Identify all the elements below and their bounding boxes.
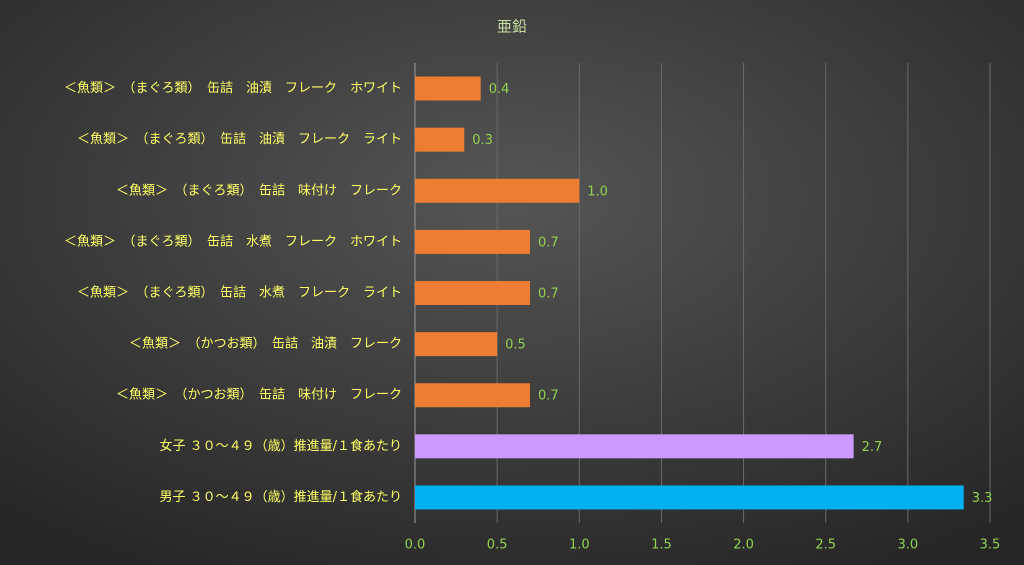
y-tick-label: ＜魚類＞ （かつお類） 缶詰 油漬 フレーク xyxy=(129,336,402,352)
value-label: 0.7 xyxy=(538,235,559,250)
bar xyxy=(415,281,530,305)
bar xyxy=(415,434,854,459)
y-tick-label: ＜魚類＞ （まぐろ類） 缶詰 水煮 フレーク ホワイト xyxy=(64,233,402,249)
value-label: 3.3 xyxy=(972,491,993,506)
chart-title: 亜鉛 xyxy=(497,18,527,36)
y-tick-label: 男子 ３０～４９（歳）推進量/１食あたり xyxy=(159,489,402,505)
value-label: 0.3 xyxy=(472,133,493,148)
x-tick-label: 3.0 xyxy=(898,538,919,553)
y-tick-label: ＜魚類＞ （まぐろ類） 缶詰 味付け フレーク xyxy=(116,182,402,198)
x-tick-label: 2.5 xyxy=(815,538,836,553)
y-tick-label: 女子 ３０～４９（歳）推進量/１食あたり xyxy=(159,438,402,454)
bar xyxy=(415,383,530,408)
value-label: 0.4 xyxy=(489,82,510,97)
value-label: 0.5 xyxy=(505,338,526,353)
bar xyxy=(415,229,530,254)
value-label: 0.7 xyxy=(538,389,559,404)
x-tick-label: 2.0 xyxy=(733,538,754,553)
x-tick-label: 0.0 xyxy=(405,538,426,553)
y-tick-label: ＜魚類＞ （かつお類） 缶詰 味付け フレーク xyxy=(116,387,402,403)
x-tick-label: 1.0 xyxy=(569,538,590,553)
x-tick-label: 1.5 xyxy=(651,538,672,553)
bar xyxy=(415,76,481,101)
bar xyxy=(415,178,580,203)
y-tick-label: ＜魚類＞ （まぐろ類） 缶詰 油漬 フレーク ライト xyxy=(77,131,402,147)
bar xyxy=(415,485,964,510)
value-label: 0.7 xyxy=(538,287,559,302)
bar xyxy=(415,332,498,357)
y-tick-label: ＜魚類＞ （まぐろ類） 缶詰 油漬 フレーク ホワイト xyxy=(64,80,402,96)
bar xyxy=(415,127,465,152)
y-tick-label: ＜魚類＞ （まぐろ類） 缶詰 水煮 フレーク ライト xyxy=(77,285,402,301)
x-tick-label: 0.5 xyxy=(487,538,508,553)
x-tick-label: 3.5 xyxy=(980,538,1001,553)
value-label: 1.0 xyxy=(587,184,608,199)
value-label: 2.7 xyxy=(862,440,883,455)
